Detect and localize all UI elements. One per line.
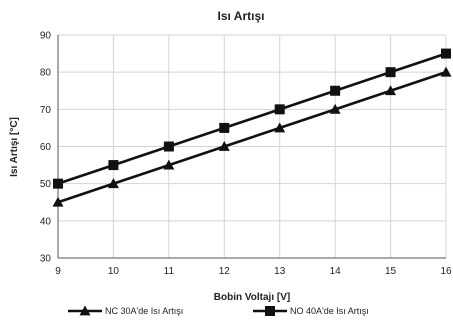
x-tick-label-16: 16 (440, 266, 452, 277)
data-point-s2-14 (330, 85, 341, 96)
x-tick-label-9: 9 (55, 266, 61, 277)
data-point-s2-15 (385, 67, 396, 78)
y-tick-label-80: 80 (40, 68, 52, 79)
x-tick-label-12: 12 (219, 266, 231, 277)
data-point-s1-11 (163, 159, 175, 170)
data-point-s1-16 (440, 66, 452, 77)
data-point-s2-9 (53, 178, 63, 189)
data-point-s1-9 (52, 196, 64, 207)
y-tick-label-50: 50 (40, 179, 52, 190)
data-point-s2-10 (108, 160, 119, 171)
x-tick-label-13: 13 (274, 266, 286, 277)
data-point-s2-16 (441, 48, 451, 59)
x-tick-label-14: 14 (330, 266, 342, 277)
x-tick-label-15: 15 (385, 266, 397, 277)
data-point-s1-10 (107, 178, 119, 189)
legend: NC 30A'de Isı Artışı NO 40A'de Isı Artışı (68, 305, 369, 316)
y-axis-label: Isı Artışı [°C] (9, 117, 20, 177)
data-point-s1-15 (385, 85, 397, 96)
y-tick-label-30: 30 (40, 254, 52, 265)
x-axis-label: Bobin Voltajı [V] (214, 292, 290, 303)
legend-marker-1 (79, 305, 91, 316)
y-tick-label-40: 40 (40, 216, 52, 227)
x-tick-label-10: 10 (108, 266, 120, 277)
y-tick-labels: 30 40 50 60 70 80 90 (40, 31, 52, 265)
y-tick-label-70: 70 (40, 105, 52, 116)
axes (57, 35, 446, 259)
series-line-1 (57, 70, 447, 204)
gridlines (57, 34, 447, 259)
x-tick-label-11: 11 (164, 266, 175, 277)
x-tick-labels: 9 10 11 12 13 14 15 16 (55, 266, 452, 277)
legend-label-2: NO 40A'de Isı Artışı (290, 306, 369, 316)
data-point-s1-12 (218, 141, 230, 151)
data-point-s1-13 (274, 122, 286, 133)
y-tick-label-60: 60 (40, 142, 52, 153)
series-lines (52, 48, 452, 207)
legend-marker-2 (265, 306, 275, 316)
data-point-s2-11 (163, 141, 174, 152)
legend-label-1: NC 30A'de Isı Artışı (105, 306, 183, 316)
series-line-2 (57, 52, 447, 185)
y-tick-label-90: 90 (40, 31, 52, 42)
data-point-s1-14 (329, 103, 341, 114)
data-point-s2-13 (274, 104, 285, 115)
chart-title: Isı Artışı (218, 9, 265, 23)
data-point-s2-12 (219, 122, 230, 133)
